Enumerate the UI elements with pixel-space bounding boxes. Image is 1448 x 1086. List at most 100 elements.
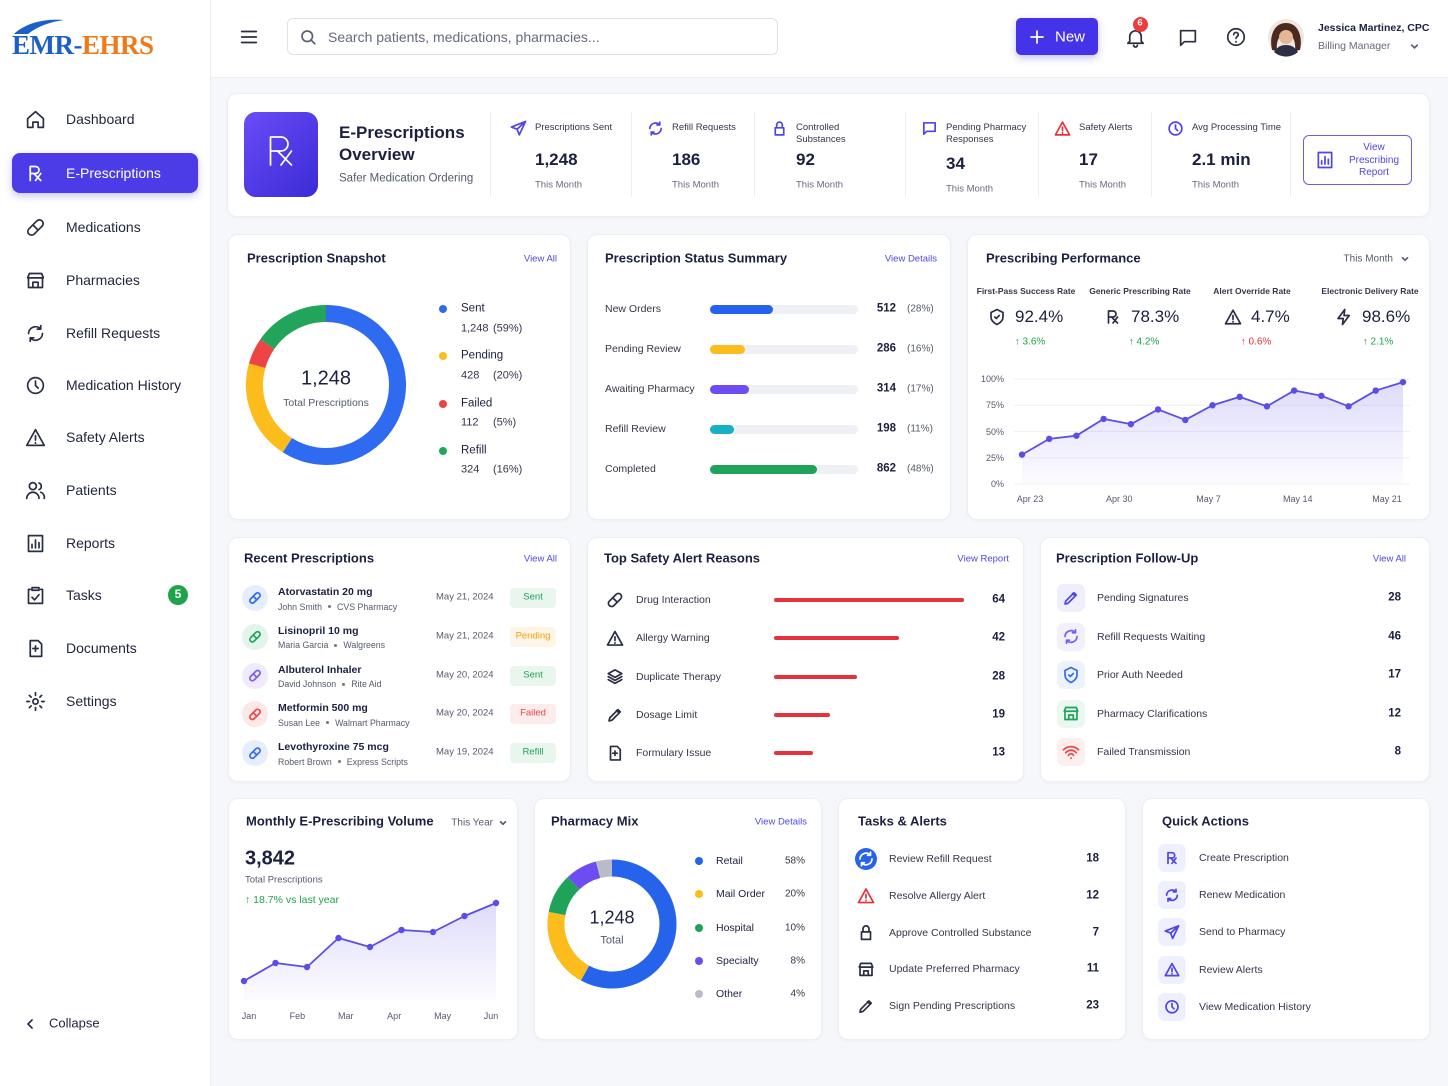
nav-item[interactable] [12, 153, 198, 193]
row-subtitle: Susan Lee Walmart Pharmacy [278, 716, 438, 729]
y-tick-label: 0% [990, 478, 1004, 489]
bar [710, 424, 735, 434]
bar [774, 712, 831, 717]
pharmacy-name: CVS Pharmacy [337, 601, 398, 612]
bar-track [710, 304, 858, 314]
action-icon-bg [1158, 881, 1186, 910]
card [587, 234, 951, 520]
quick-action[interactable] [1154, 954, 1416, 986]
nav-label: Refill Requests [66, 324, 161, 341]
alert-value: 64 [992, 593, 1005, 606]
donut-total: 1,248 [300, 367, 352, 390]
tasks-badge [168, 585, 188, 605]
new-button[interactable] [1016, 18, 1098, 55]
separator-dot [326, 721, 330, 725]
card-link[interactable]: View Report [957, 553, 1009, 565]
messages-button[interactable] [1172, 20, 1204, 54]
kpi-label: First-Pass Success Rate [976, 286, 1076, 297]
task-name: Sign Pending Prescriptions [889, 1000, 1016, 1013]
status-label: Failed [520, 707, 546, 719]
legend-name: Other [716, 988, 743, 1001]
row-icon-bg [1057, 661, 1085, 689]
stat-label: Controlled Substances [796, 122, 846, 145]
followup-name: Refill Requests Waiting [1097, 630, 1206, 643]
nav-label: Safety Alerts [66, 428, 145, 445]
bar [710, 304, 774, 314]
stat-value: 34 [946, 154, 965, 174]
search-box[interactable] [287, 18, 778, 55]
followup-value: 17 [1388, 668, 1401, 681]
stat-value: 186 [672, 150, 701, 170]
card-link[interactable]: View Details [754, 816, 807, 828]
followup-name: Pharmacy Clarifications [1097, 707, 1208, 720]
task-value: 23 [1086, 999, 1099, 1012]
x-tick-label: Mar [338, 1010, 354, 1021]
report-button[interactable] [1303, 135, 1412, 185]
card-link[interactable]: View All [523, 253, 557, 265]
status-value: 314 [876, 382, 896, 395]
nav-label: Dashboard [66, 110, 135, 127]
legend-name: Hospital [716, 921, 754, 934]
donut-total: 1,248 [589, 907, 635, 928]
pharmacy-name: Walmart Pharmacy [335, 717, 410, 728]
logo-text: EHRS [81, 29, 154, 60]
kpi-change: ↑ 4.2% [1128, 336, 1160, 348]
legend-value: 1,248 [461, 322, 489, 335]
pharmacy-name: Walgreens [343, 640, 386, 651]
alert-value: 13 [992, 746, 1005, 759]
legend-dot [695, 890, 703, 899]
volume-total-label: Total Prescriptions [245, 874, 323, 886]
legend-percent: (16%) [493, 464, 523, 477]
card [1040, 537, 1430, 782]
menu-button[interactable] [232, 22, 264, 52]
followup-name: Prior Auth Needed [1097, 668, 1183, 681]
card-link[interactable]: View All [1372, 553, 1406, 565]
status-pill [510, 665, 556, 686]
alert-value: 28 [992, 669, 1005, 682]
followup-value: 28 [1388, 591, 1401, 604]
kpi-label: Electronic Delivery Rate [1321, 286, 1419, 297]
x-tick-label: Apr [387, 1010, 402, 1021]
nav-label: Settings [66, 692, 117, 709]
separator-dot [342, 682, 346, 686]
bar [774, 674, 858, 679]
stat-period: This Month [1192, 179, 1239, 191]
stat-label: Safety Alerts [1079, 122, 1133, 133]
card-title: Tasks & Alerts [858, 813, 947, 829]
drug-name: Lisinopril 10 mg [278, 624, 359, 637]
task-value: 11 [1086, 962, 1099, 975]
stat-period: This Month [535, 179, 582, 191]
nav-label: Medications [66, 218, 141, 235]
y-tick-label: 75% [985, 400, 1004, 411]
card-link[interactable]: View Details [884, 253, 937, 265]
stat-label: Avg Processing Time [1192, 122, 1282, 133]
legend-name: Mail Order [716, 888, 766, 901]
row-icon-bg [1057, 584, 1085, 612]
legend-dot [695, 990, 703, 999]
kpi-label: Alert Override Rate [1213, 286, 1291, 297]
row-subtitle: Maria Garcia Walgreens [278, 639, 438, 652]
period-label: This Month [1343, 253, 1393, 265]
card-title: Prescription Follow-Up [1056, 550, 1199, 566]
status-name: Awaiting Pharmacy [605, 382, 695, 395]
legend-dot [439, 305, 447, 313]
separator-dot [334, 643, 338, 647]
action-label: Renew Medication [1199, 889, 1286, 902]
followup-value: 8 [1394, 745, 1401, 758]
status-name: Completed [605, 462, 656, 475]
card [1142, 798, 1430, 1040]
volume-total: 3,842 [245, 847, 296, 870]
overview-title: E-Prescriptions Overview [339, 123, 465, 164]
divider [1151, 112, 1152, 197]
status-name: New Orders [605, 302, 662, 315]
bar [710, 464, 817, 474]
help-button[interactable] [1220, 20, 1252, 54]
alert-value: 19 [992, 708, 1005, 721]
legend-value: 8% [790, 955, 805, 967]
card-link[interactable]: View All [523, 553, 557, 565]
followup-value: 46 [1388, 629, 1401, 642]
nav-label: E-Prescriptions [66, 164, 161, 181]
volume-change: ↑ 18.7% vs last year [245, 893, 339, 906]
period-label: This Year [451, 817, 493, 829]
patient-name: John Smith [278, 601, 323, 612]
